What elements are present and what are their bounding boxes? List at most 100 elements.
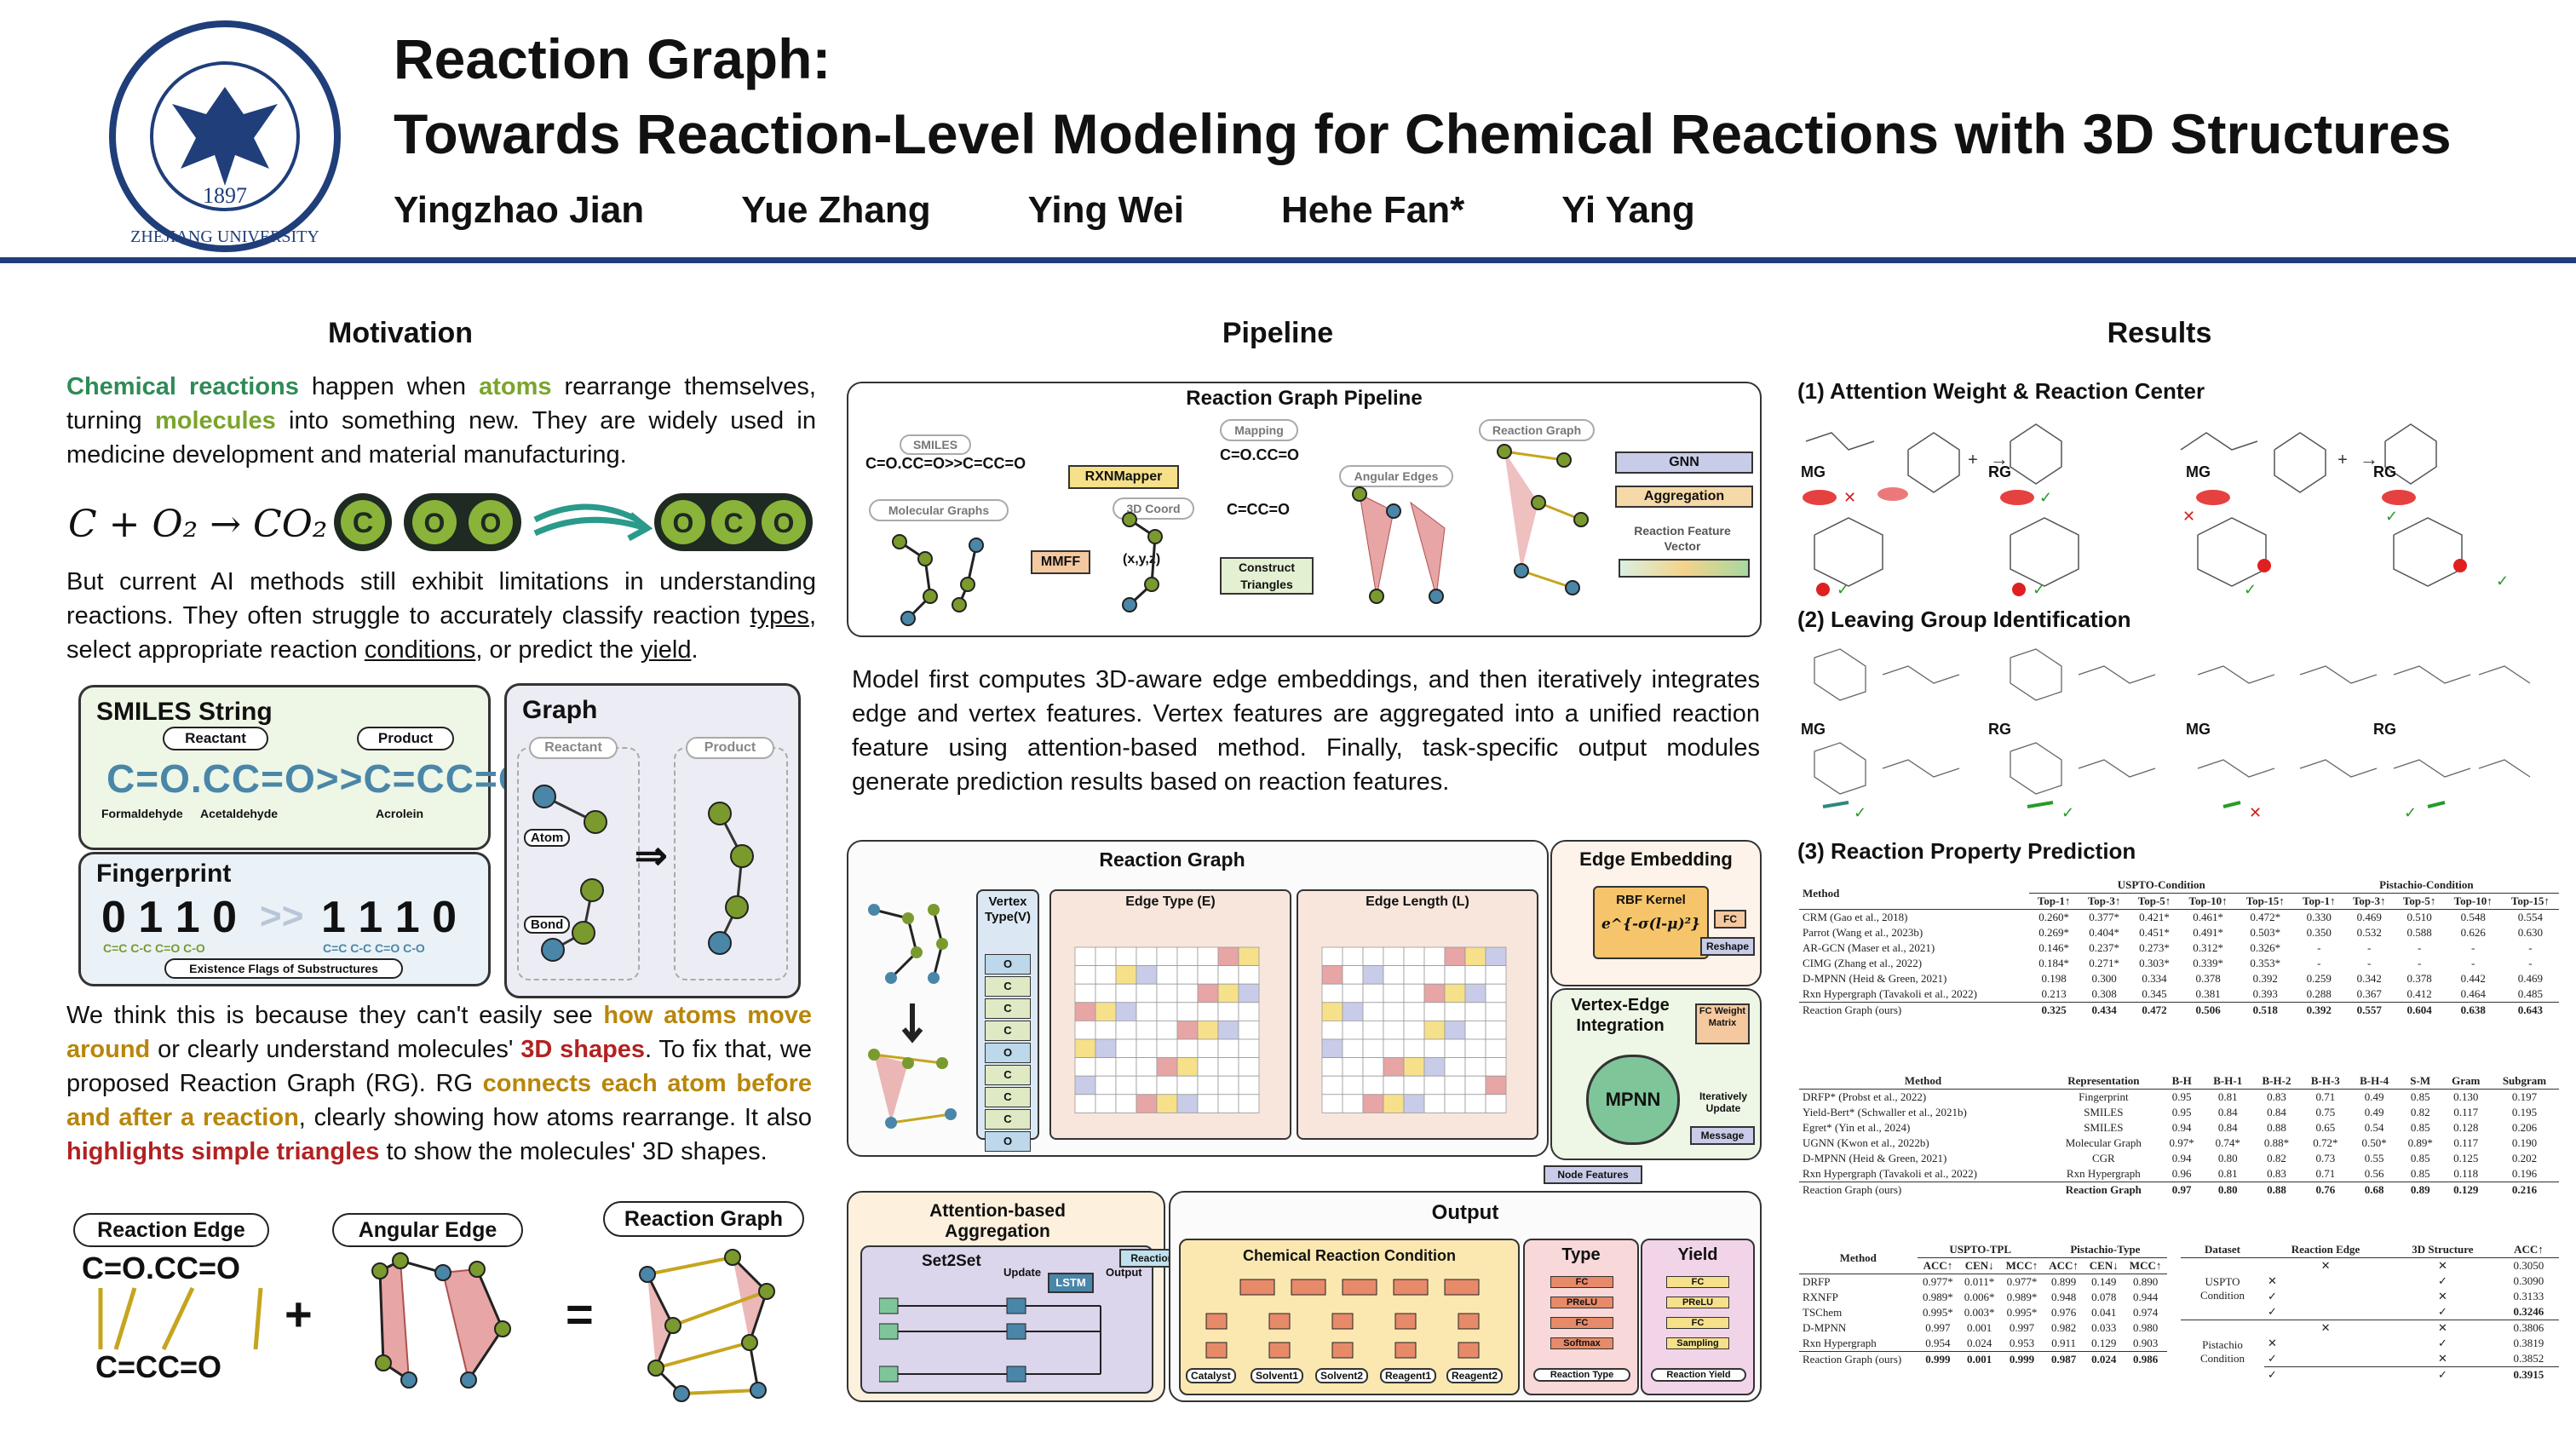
table-cell: Rxn Hypergraph (Tavakoli et al., 2022) xyxy=(1803,1167,1977,1180)
matrix-cell xyxy=(1217,1075,1239,1095)
xyz-label: (x,y,z) xyxy=(1123,552,1161,566)
title-line-1: Reaction Graph: xyxy=(394,27,831,90)
svg-text:O: O xyxy=(673,508,694,538)
matrix-cell xyxy=(1238,1075,1260,1095)
author: Yue Zhang xyxy=(741,189,931,231)
table-cell: 0.117 xyxy=(2453,1106,2479,1118)
table-cell: - xyxy=(2417,957,2422,969)
matrix-cell xyxy=(1197,1075,1219,1095)
table-cell: 0.129 xyxy=(2091,1337,2117,1349)
matrix-cell xyxy=(1464,1002,1486,1021)
matrix-cell xyxy=(1485,1002,1507,1021)
table-cell: 0.85 xyxy=(2410,1090,2430,1103)
rg-label: RG xyxy=(1988,463,2011,480)
angular-edge-diagram xyxy=(371,1252,511,1389)
matrix-cell xyxy=(1156,946,1178,967)
matrix-cell xyxy=(1383,1002,1405,1021)
vertex-type-cell: C xyxy=(985,1109,1031,1130)
fingerprint-bits-right: 1 1 1 0 xyxy=(321,893,457,942)
table-cell: Reaction Graph (ours) xyxy=(1799,1002,2029,1018)
matrix-cell xyxy=(1321,983,1343,1003)
matrix-cell xyxy=(1444,1094,1466,1113)
matrix-cell xyxy=(1464,1038,1486,1059)
matrix-cell xyxy=(1362,1038,1384,1059)
table-cell: 0.024 xyxy=(1967,1337,1992,1349)
matrix-cell xyxy=(1136,1021,1158,1040)
table-cell: CGR xyxy=(2091,1152,2115,1164)
vertex-type-cell: C xyxy=(985,998,1031,1019)
table-header-cell: Top-5↑ xyxy=(2129,893,2180,910)
matrix-cell xyxy=(1444,946,1466,967)
table-cell: ✓ xyxy=(2264,1366,2388,1383)
matrix-cell xyxy=(1383,1021,1405,1040)
matrix-cell xyxy=(1238,1038,1260,1059)
mapping-top: C=O.CC=O xyxy=(1220,446,1300,463)
table-cell: ✓ xyxy=(2437,1274,2447,1287)
table-row: ✕ ✓ 0.3090 xyxy=(2181,1274,2559,1289)
table-cell: 0.630 xyxy=(2517,926,2544,939)
type-box: Type FC PReLU FC Softmax Reaction Type xyxy=(1523,1239,1639,1395)
table-cell: 0.237* xyxy=(2089,941,2119,954)
table-cell: ✓ xyxy=(2387,1366,2498,1383)
matrix-cell xyxy=(1115,1057,1137,1077)
table-cell: - xyxy=(2471,941,2475,954)
matrix-cell xyxy=(1485,965,1507,985)
ablation-table: Dataset Reaction Edge 3D Structure ACC↑ USP… xyxy=(2181,1242,2559,1383)
table-header-cell: MCC↑ xyxy=(2000,1257,2044,1274)
table-cell: 0.485 xyxy=(2517,987,2544,1000)
table-cell: 0.999 xyxy=(2000,1351,2044,1367)
matrix-cell xyxy=(1403,946,1425,967)
matrix-cell xyxy=(1444,965,1466,985)
table-cell: 0.55 xyxy=(2364,1152,2384,1164)
table-cell: 0.80 xyxy=(2217,1152,2238,1164)
matrix-cell xyxy=(1238,1002,1260,1021)
table-cell: - xyxy=(2471,957,2475,969)
table-cell: ✕ xyxy=(2320,1259,2331,1272)
table-cell: Molecular Graph xyxy=(2065,1136,2142,1149)
table-cell: 0.977* xyxy=(1923,1275,1953,1288)
table-cell: 0.65 xyxy=(2315,1121,2336,1134)
table-cell: 0.345 xyxy=(2142,987,2167,1000)
table-cell: 0.95 xyxy=(2171,1090,2192,1103)
matrix-cell xyxy=(1464,946,1486,967)
table-row: RXNFP 0.989* 0.006* 0.989* 0.948 0.078 0.944 xyxy=(1799,1290,2167,1305)
table-cell: - xyxy=(2317,941,2321,954)
table-cell: 0.83 xyxy=(2267,1090,2286,1103)
matrix-cell xyxy=(1217,965,1239,985)
edge-embedding-title: Edge Embedding xyxy=(1579,848,1733,870)
table-cell: 0.944 xyxy=(2132,1291,2159,1303)
table-row: TSChem 0.995* 0.003* 0.995* 0.976 0.041 0.974 xyxy=(1799,1305,2167,1320)
output-title: Output xyxy=(1431,1201,1499,1224)
matrix-cell xyxy=(1156,1075,1178,1095)
table-cell: Rxn Hypergraph xyxy=(1803,1337,1877,1349)
table-row: ✓ ✕ 0.3852 xyxy=(2181,1351,2559,1367)
table-cell: 0.461* xyxy=(2193,911,2223,923)
table-cell: 0.68 xyxy=(2349,1182,2399,1198)
matrix-cell xyxy=(1136,946,1158,967)
graph-box: Graph Reactant Product Atom Bond ⇒ xyxy=(504,683,801,998)
matrix-cell xyxy=(1136,1094,1158,1113)
table-cell: 0.3915 xyxy=(2498,1366,2559,1383)
results-section-3: (3) Reaction Property Prediction xyxy=(1797,838,2136,864)
table-cell: 0.024 xyxy=(2084,1351,2125,1367)
top-molecule-smiles: C=O.CC=O xyxy=(82,1251,241,1285)
table-cell: 0.393 xyxy=(2252,987,2278,1000)
graph-box-title: Graph xyxy=(522,696,598,724)
lstm-box: LSTM xyxy=(1048,1273,1094,1293)
table-cell: 0.548 xyxy=(2460,911,2486,923)
table-cell: - xyxy=(2317,957,2321,969)
table-row: ✓ ✓ 0.3915 xyxy=(2181,1366,2559,1383)
table-row: ✓ ✓ 0.3246 xyxy=(2181,1304,2559,1320)
table-cell: 0.986 xyxy=(2124,1351,2167,1367)
table-cell: 0.604 xyxy=(2394,1002,2445,1018)
matrix-cell xyxy=(1238,983,1260,1003)
reaction-edge-tag: Reaction Edge xyxy=(73,1213,269,1247)
table-cell: 0.198 xyxy=(2041,972,2067,985)
matrix-cell xyxy=(1342,1094,1364,1113)
table-cell: 0.300 xyxy=(2091,972,2117,985)
crc-diagram xyxy=(1205,1279,1480,1359)
reaction-type-tag: Reaction Type xyxy=(1533,1368,1630,1382)
table-row: AR-GCN (Maser et al., 2021) 0.146* 0.237* 0… xyxy=(1799,940,2559,956)
svg-text:✕: ✕ xyxy=(2182,508,2195,525)
